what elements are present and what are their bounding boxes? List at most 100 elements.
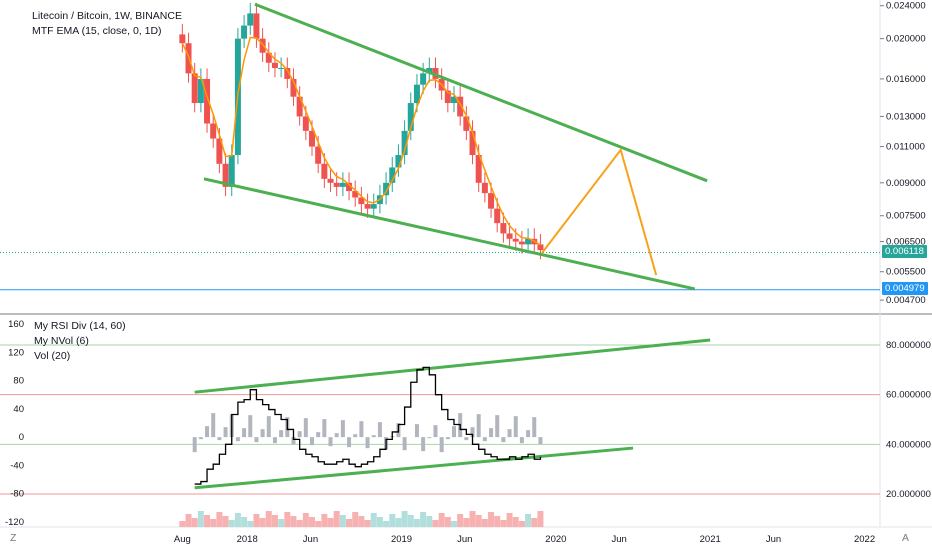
nvol-bar: [322, 419, 327, 438]
volume-bar: [494, 516, 501, 527]
time-tick-label: 2020: [545, 534, 566, 545]
volume-bar: [228, 520, 235, 527]
nvol-bar: [538, 437, 543, 445]
projection-arrow: [541, 147, 658, 276]
nvol-bar: [433, 425, 438, 438]
price-tick-label: 0.006500: [886, 237, 926, 248]
nvol-bar: [340, 420, 345, 438]
candle-body: [296, 96, 303, 117]
volume-bar: [383, 521, 390, 527]
ema-line: [181, 36, 541, 246]
price-tick-label: 0.007500: [886, 211, 926, 222]
price-tick-label: 0.011000: [886, 142, 925, 153]
volume-bar: [432, 520, 439, 527]
volume-bar: [302, 513, 309, 527]
volume-bar: [333, 511, 340, 527]
rsi-lower-trendline: [194, 446, 634, 490]
nvol-bar: [476, 414, 481, 438]
nvol-bar: [223, 427, 228, 438]
candle-body: [481, 182, 488, 194]
time-tick-label: 2021: [700, 534, 721, 545]
volume-bar: [481, 519, 488, 527]
candle-body: [247, 13, 254, 26]
candle-body: [407, 103, 414, 131]
volume-bars: [179, 511, 544, 527]
nvol-bar: [402, 437, 407, 451]
candle-body: [191, 73, 198, 104]
volume-bar: [420, 512, 427, 527]
candle-body: [327, 178, 334, 183]
nvol-bar: [421, 437, 426, 452]
candle-body: [309, 130, 315, 147]
volume-bar: [512, 517, 519, 527]
nvol-bar: [470, 427, 475, 438]
candle-body: [457, 96, 464, 117]
volume-bar: [191, 518, 198, 527]
time-tick-label: Jun: [303, 534, 318, 545]
timezone-toggle-z[interactable]: Z: [10, 532, 17, 544]
volume-bar: [364, 520, 371, 527]
nvol-bar: [260, 429, 265, 438]
candle-body: [469, 130, 476, 155]
volume-bar: [475, 515, 482, 527]
volume-bar: [358, 516, 365, 527]
nvol-tick-label: -80: [10, 489, 24, 500]
nvol-bar: [248, 415, 253, 438]
candle-body: [537, 244, 544, 251]
time-tick-label: Jun: [611, 534, 626, 545]
lower-trendline: [203, 177, 696, 291]
axes: 0.024000 0.020000 0.016000 0.013000 0.011000…: [5, 1, 931, 545]
nvol-bar: [439, 437, 444, 453]
volume-bar: [179, 521, 186, 527]
nvol-bar: [347, 437, 352, 448]
volume-bar: [234, 513, 241, 527]
nvol-tick-label: -40: [10, 460, 24, 471]
nvol-bar: [254, 437, 259, 443]
candle-body: [284, 67, 291, 79]
candle-body: [444, 90, 451, 104]
rsi-tick-label: 60.000000: [886, 390, 931, 401]
volume-bar: [271, 515, 278, 527]
nvol-bar: [353, 434, 358, 438]
time-tick-label: 2018: [237, 534, 258, 545]
nvol-bar: [291, 437, 296, 445]
time-tick-label: Jun: [766, 534, 781, 545]
nvol-bar: [365, 437, 370, 449]
candle-body: [389, 167, 396, 183]
price-tick-label: 0.013000: [886, 111, 926, 122]
time-tick-label: Aug: [174, 534, 191, 545]
nvol-tick-label: 40: [13, 404, 24, 415]
volume-bar: [444, 517, 451, 527]
price-tick-label: 0.024000: [886, 1, 926, 12]
volume-bar: [222, 516, 229, 527]
volume-bar: [395, 518, 402, 527]
rsi-indicator-label: My RSI Div (14, 60): [34, 320, 126, 332]
nvol-bar: [272, 437, 277, 444]
time-tick-label: 2022: [854, 534, 875, 545]
rsi-tick-label: 40.000000: [886, 439, 931, 450]
volume-bar: [457, 514, 464, 527]
rsi-tick-label: 20.000000: [886, 489, 931, 500]
nvol-bar: [211, 413, 216, 438]
nvol-bar: [489, 428, 494, 438]
volume-bar: [241, 517, 248, 527]
nvol-bar: [445, 437, 450, 440]
nvol-bar: [427, 437, 432, 439]
volume-bar: [518, 521, 525, 527]
auto-scale-toggle-a[interactable]: A: [902, 532, 910, 544]
trendlines: [194, 2, 711, 490]
nvol-indicator-label: My NVol (6): [34, 335, 89, 347]
nvol-bar: [328, 437, 333, 447]
candle-body: [339, 182, 346, 187]
candle-body: [271, 62, 278, 68]
candle-body: [370, 204, 377, 209]
price-tick-label: 0.004700: [886, 295, 926, 306]
nvol-bar: [377, 422, 382, 438]
candle-body: [222, 163, 229, 187]
volume-bar: [278, 519, 285, 527]
nvol-bar: [501, 437, 506, 443]
volume-bar: [247, 521, 254, 527]
nvol-bar: [235, 437, 240, 442]
candle-body: [204, 78, 211, 124]
nvol-bar: [198, 437, 203, 440]
